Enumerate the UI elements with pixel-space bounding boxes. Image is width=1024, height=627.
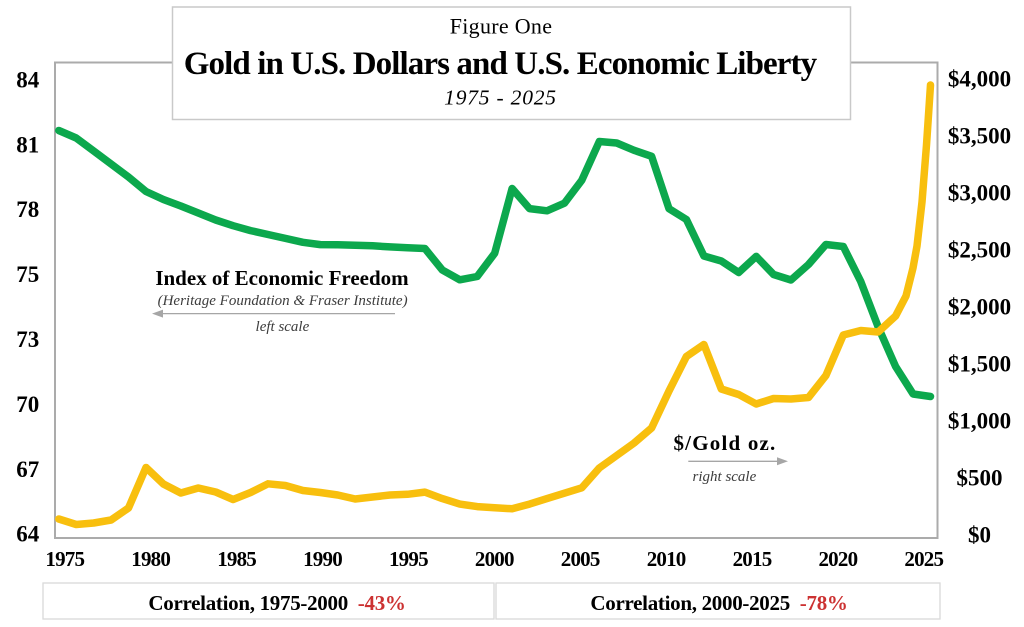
svg-text:$1,500: $1,500 (948, 352, 1011, 377)
svg-text:Figure One: Figure One (450, 14, 553, 39)
svg-text:$4,000: $4,000 (948, 67, 1011, 92)
svg-text:1975: 1975 (45, 547, 84, 571)
svg-text:$3,500: $3,500 (948, 124, 1011, 149)
svg-text:81: 81 (16, 132, 39, 157)
svg-text:2025: 2025 (904, 547, 943, 571)
svg-text:1975 - 2025: 1975 - 2025 (444, 86, 557, 110)
svg-text:75: 75 (16, 262, 39, 287)
svg-text:left scale: left scale (256, 319, 310, 335)
svg-text:right scale: right scale (693, 469, 757, 485)
svg-text:$2,500: $2,500 (948, 238, 1011, 263)
svg-text:Gold in U.S. Dollars and U.S.: Gold in U.S. Dollars and U.S. Economic L… (184, 46, 818, 82)
svg-text:Correlation, 1975-2000 -43%: Correlation, 1975-2000 -43% (148, 591, 405, 615)
svg-text:1985: 1985 (217, 547, 256, 571)
svg-text:1990: 1990 (303, 547, 342, 571)
svg-text:(Heritage Foundation & Fraser: (Heritage Foundation & Fraser Institute) (158, 293, 408, 309)
svg-text:$2,000: $2,000 (948, 295, 1011, 320)
svg-text:Index of Economic Freedom: Index of Economic Freedom (155, 266, 409, 290)
svg-text:64: 64 (16, 522, 40, 547)
svg-text:2010: 2010 (647, 547, 686, 571)
svg-text:2000: 2000 (475, 547, 514, 571)
svg-text:$500: $500 (957, 466, 1003, 491)
svg-text:1995: 1995 (389, 547, 428, 571)
svg-text:2005: 2005 (561, 547, 600, 571)
svg-text:$/Gold oz.: $/Gold oz. (673, 431, 776, 455)
svg-text:2015: 2015 (733, 547, 772, 571)
svg-text:67: 67 (16, 457, 39, 482)
svg-text:2020: 2020 (818, 547, 857, 571)
svg-text:$0: $0 (968, 523, 991, 548)
svg-text:1980: 1980 (131, 547, 170, 571)
svg-text:$1,000: $1,000 (948, 409, 1011, 434)
svg-text:Correlation, 2000-2025 -78%: Correlation, 2000-2025 -78% (590, 591, 847, 615)
svg-text:78: 78 (16, 197, 39, 222)
svg-text:84: 84 (16, 67, 40, 92)
svg-text:$3,000: $3,000 (948, 181, 1011, 206)
svg-text:70: 70 (16, 392, 39, 417)
svg-text:73: 73 (16, 327, 39, 352)
